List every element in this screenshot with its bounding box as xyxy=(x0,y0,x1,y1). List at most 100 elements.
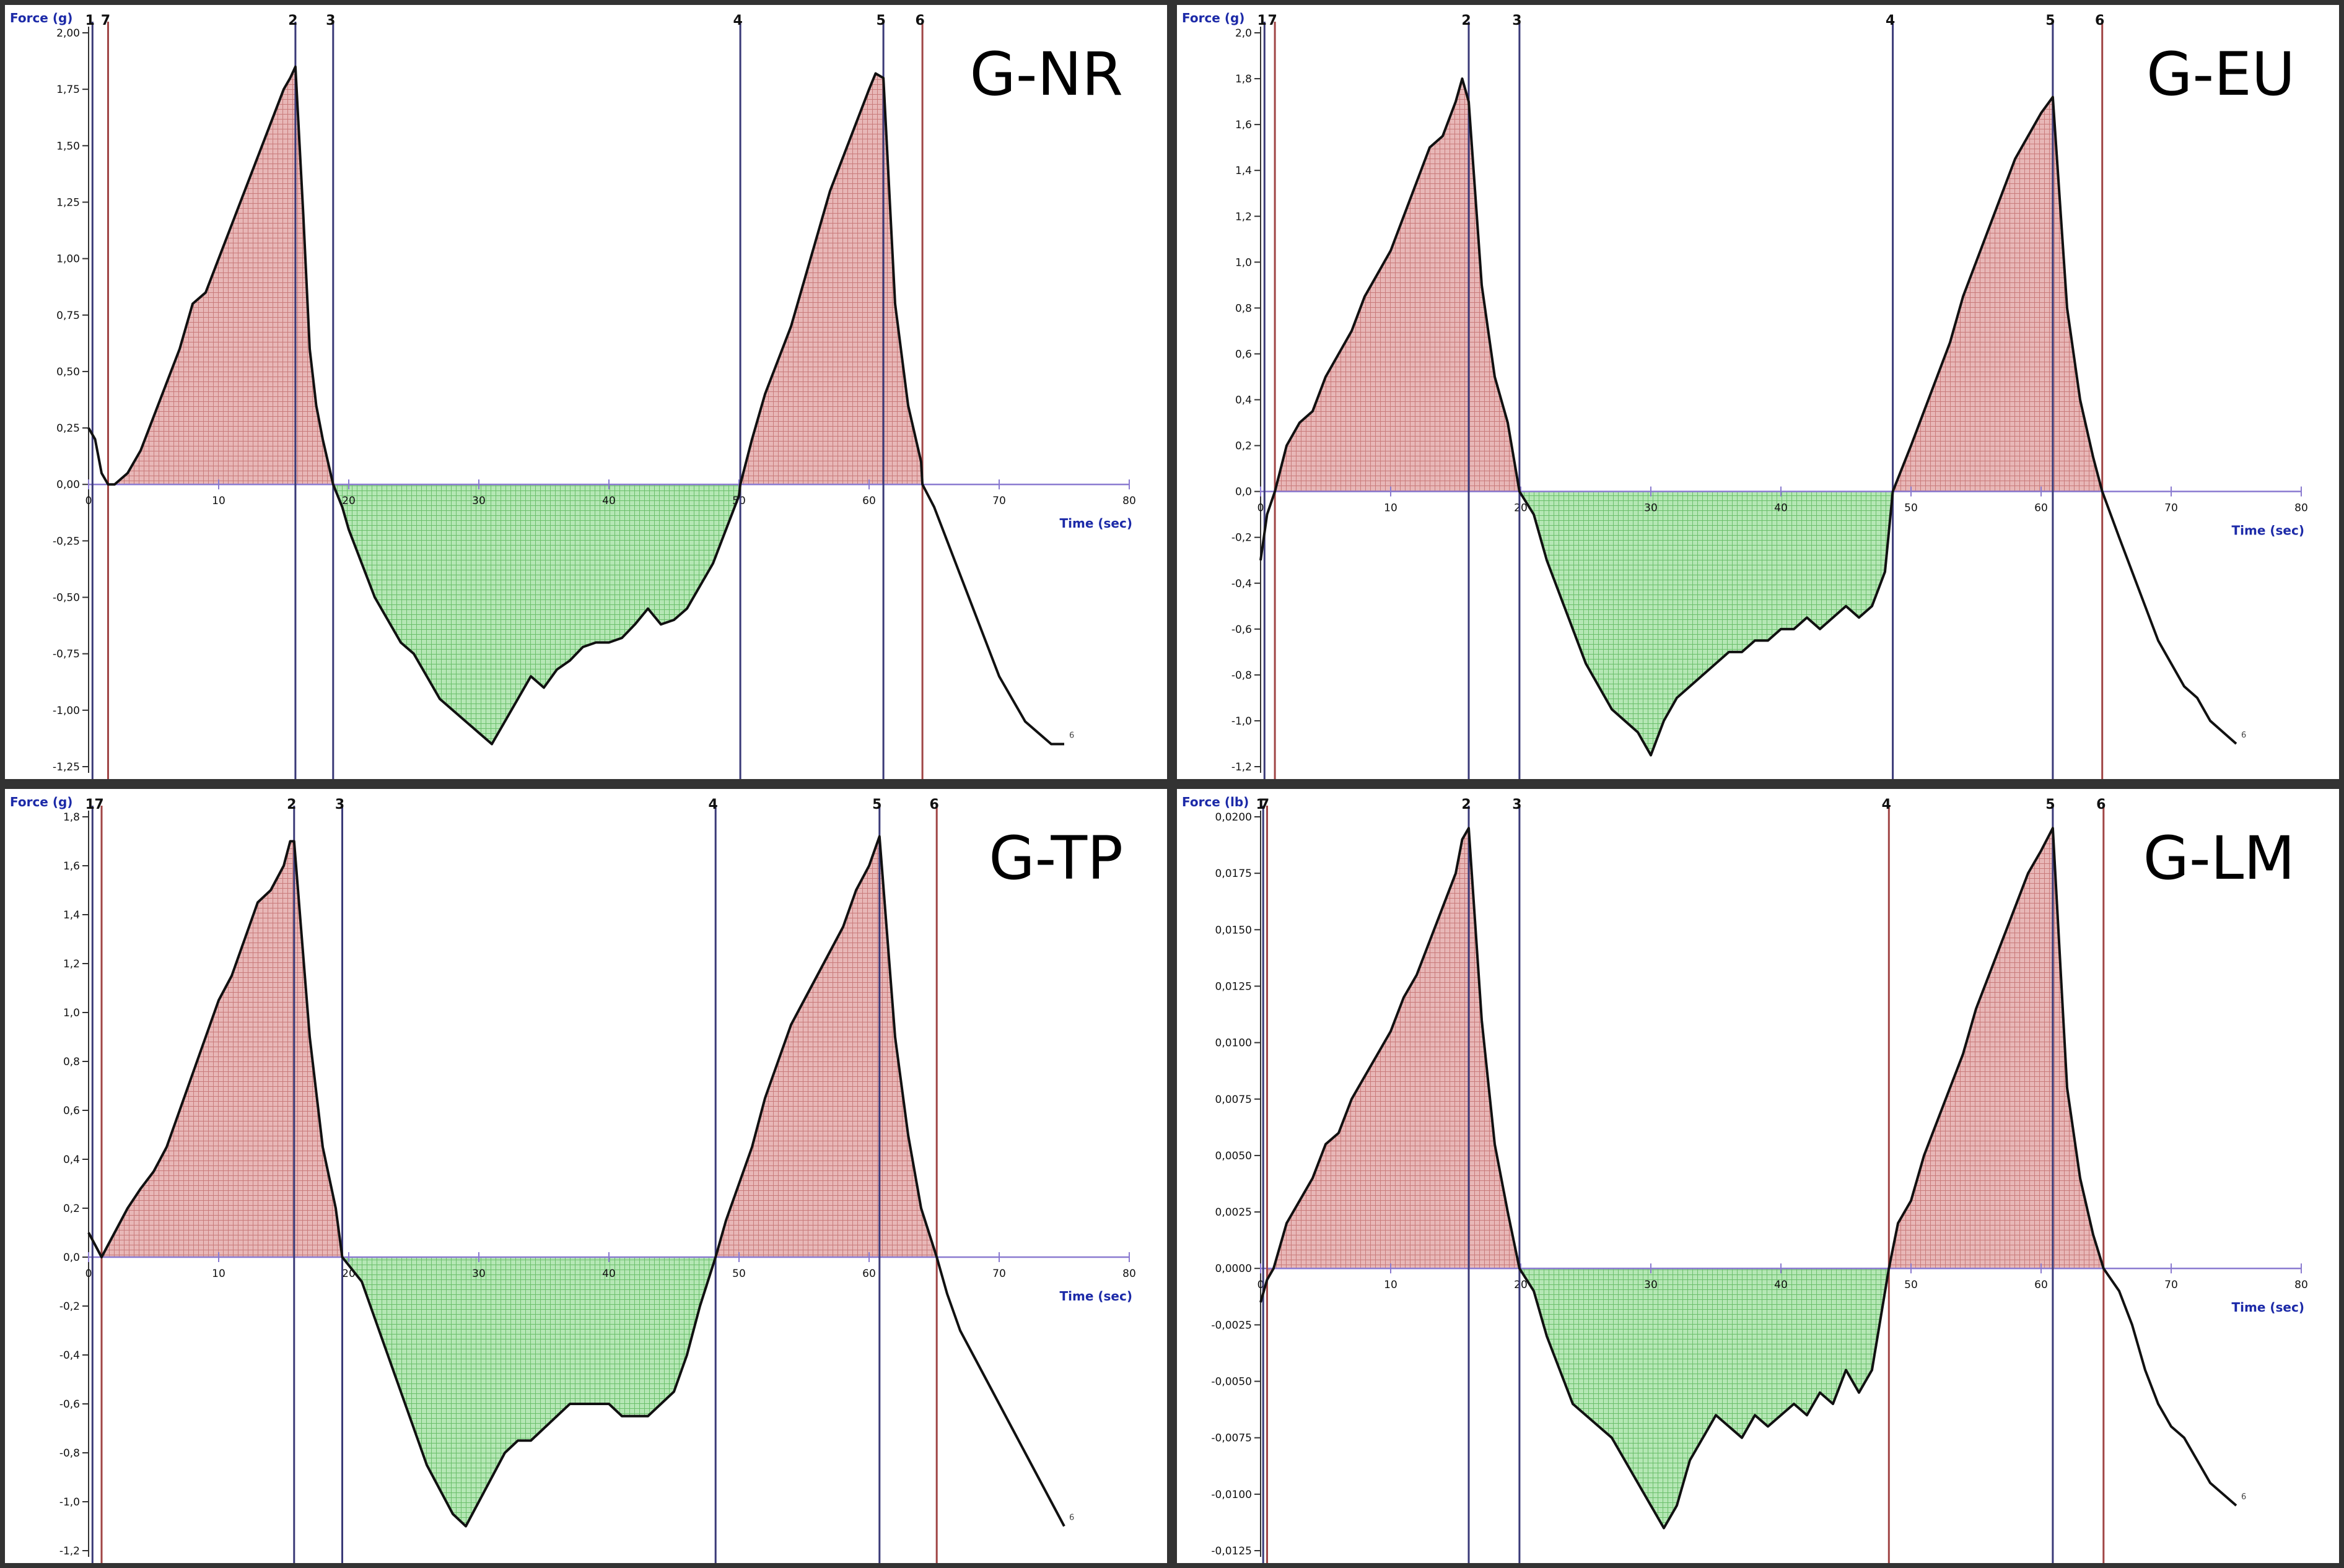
y-tick-label: 1,6 xyxy=(1235,119,1252,131)
x-axis-title: Time (sec) xyxy=(1060,1289,1132,1304)
y-tick-label: 0,8 xyxy=(63,1056,80,1068)
marker-label-4: 4 xyxy=(733,13,742,28)
force-curve xyxy=(87,65,1064,746)
x-tick-label: 70 xyxy=(2164,1279,2178,1291)
x-tick-label: 10 xyxy=(212,1268,225,1280)
x-tick-label: 40 xyxy=(1774,502,1788,515)
negative-area xyxy=(1519,1268,1889,1528)
x-tick-label: 30 xyxy=(1644,502,1658,515)
x-tick-label: 30 xyxy=(472,1268,486,1280)
y-tick-label: 0,0175 xyxy=(1215,868,1252,880)
marker-label-6: 6 xyxy=(2095,13,2104,28)
marker-label-2: 2 xyxy=(288,13,297,28)
y-tick-label: -0,6 xyxy=(59,1398,80,1411)
negative-area xyxy=(1519,491,1893,756)
y-tick-label: 0,0125 xyxy=(1215,980,1252,993)
y-tick-label: 1,25 xyxy=(56,196,80,209)
y-tick-label: 1,4 xyxy=(1235,165,1252,177)
x-tick-label: 40 xyxy=(1774,1279,1788,1291)
y-tick-label: 0,0100 xyxy=(1215,1037,1252,1050)
chart-svg: 2,0 1,8 1,6 1,4 1,2 1,0 0,8 0,6 0,4 0,2 0,0 -0,2 -0,… xyxy=(1182,11,2308,779)
y-tick-label: 0,0025 xyxy=(1215,1206,1252,1219)
positive-area-1 xyxy=(102,841,343,1257)
x-tick-label: 70 xyxy=(992,1268,1006,1280)
y-tick-label: 0,75 xyxy=(56,310,80,322)
x-tick-label: 10 xyxy=(1384,1279,1397,1291)
y-tick-label: -0,75 xyxy=(53,648,80,661)
x-tick-label: 60 xyxy=(2034,502,2048,515)
marker-label-3: 3 xyxy=(326,13,335,28)
positive-area-2 xyxy=(715,836,937,1257)
x-tick-label: 0 xyxy=(85,1268,92,1280)
y-tick-label: 0,0 xyxy=(1235,486,1252,499)
y-tick-label: 1,2 xyxy=(1235,211,1252,223)
y-tick-label: 0,8 xyxy=(1235,302,1252,315)
y-axis-title: Force (g) xyxy=(10,795,72,809)
y-tick-label: -0,4 xyxy=(59,1349,80,1362)
x-tick-label: 60 xyxy=(862,1268,876,1280)
chart-panel-g-tp: 1,8 1,6 1,4 1,2 1,0 0,8 0,6 0,4 0,2 0,0 -0,2 -0,4 -0… xyxy=(0,784,1172,1568)
panel-label-g-lm: G-LM xyxy=(2143,824,2295,893)
x-tick-label: 10 xyxy=(1384,502,1397,515)
end-marker-label: 6 xyxy=(2241,731,2246,740)
y-tick-label: 2,0 xyxy=(1235,27,1252,40)
y-tick-label: -1,0 xyxy=(59,1496,80,1509)
marker-label-4: 4 xyxy=(709,797,718,812)
force-curve xyxy=(1259,77,2237,757)
end-marker-label: 6 xyxy=(2241,1492,2246,1502)
y-tick-label: 0,25 xyxy=(56,422,80,435)
marker-label-4: 4 xyxy=(1882,797,1891,812)
x-tick-label: 20 xyxy=(1514,502,1528,515)
x-tick-label: 60 xyxy=(2034,1279,2048,1291)
x-tick-label: 0 xyxy=(1257,1279,1264,1291)
positive-area-2 xyxy=(1889,828,2104,1269)
y-tick-label: 0,0075 xyxy=(1215,1094,1252,1106)
y-tick-label: -1,25 xyxy=(53,761,80,773)
y-tick-label: 1,00 xyxy=(56,253,80,266)
x-tick-label: 40 xyxy=(602,495,616,507)
y-tick-label: -0,2 xyxy=(1231,532,1252,544)
negative-area xyxy=(333,484,741,744)
x-tick-label: 20 xyxy=(1514,1279,1528,1291)
y-tick-label: -0,0025 xyxy=(1211,1319,1252,1331)
y-tick-label: 0,4 xyxy=(1235,394,1252,407)
y-tick-label: 0,50 xyxy=(56,366,80,378)
y-tick-label: 0,6 xyxy=(1235,348,1252,360)
y-tick-label: 0,0050 xyxy=(1215,1150,1252,1162)
y-tick-label: -0,0100 xyxy=(1211,1489,1252,1501)
x-tick-label: 30 xyxy=(1644,1279,1658,1291)
y-tick-label: 1,2 xyxy=(63,958,80,970)
chart-panel-g-nr: 2,00 1,75 1,50 1,25 1,00 0,75 0,50 0,25 0,00 -0,2… xyxy=(0,0,1172,784)
marker-label-4: 4 xyxy=(1886,13,1895,28)
x-axis-title: Time (sec) xyxy=(2232,1300,2304,1315)
y-tick-label: -0,8 xyxy=(1231,669,1252,682)
chart-panel-g-eu: 2,0 1,8 1,6 1,4 1,2 1,0 0,8 0,6 0,4 0,2 0,0 -0,2 -0,… xyxy=(1172,0,2344,784)
y-tick-label: -1,2 xyxy=(1231,761,1252,773)
y-tick-label: -1,2 xyxy=(59,1545,80,1557)
x-tick-label: 50 xyxy=(732,1268,746,1280)
positive-area-2 xyxy=(740,73,923,485)
y-tick-label: 1,0 xyxy=(1235,256,1252,269)
y-tick-label: 0,2 xyxy=(63,1203,80,1215)
y-tick-label: -0,6 xyxy=(1231,624,1252,636)
marker-label-7: 7 xyxy=(1267,13,1277,28)
y-tick-label: 1,0 xyxy=(63,1007,80,1019)
x-tick-label: 80 xyxy=(2294,1279,2308,1291)
marker-label-7: 7 xyxy=(94,797,103,812)
y-axis-title: Force (lb) xyxy=(1182,795,1249,809)
chart-panel-g-lm: 0,0200 0,0175 0,0150 0,0125 0,0100 0,0075 0,00… xyxy=(1172,784,2344,1568)
x-tick-label: 70 xyxy=(2164,502,2178,515)
y-tick-label: -0,25 xyxy=(53,535,80,547)
marker-label-3: 3 xyxy=(1512,13,1521,28)
x-tick-label: 80 xyxy=(1122,495,1136,507)
marker-label-1: 1 xyxy=(85,797,95,812)
positive-area-1 xyxy=(1267,828,1520,1280)
x-tick-label: 70 xyxy=(992,495,1006,507)
y-tick-label: 1,6 xyxy=(63,860,80,873)
chart-svg: 2,00 1,75 1,50 1,25 1,00 0,75 0,50 0,25 0,00 -0,2… xyxy=(10,11,1136,779)
marker-label-3: 3 xyxy=(1512,797,1521,812)
y-tick-label: -0,50 xyxy=(53,592,80,604)
y-tick-label: 1,8 xyxy=(63,811,80,824)
marker-label-1: 1 xyxy=(1257,13,1267,28)
y-tick-label: -0,0050 xyxy=(1211,1376,1252,1388)
